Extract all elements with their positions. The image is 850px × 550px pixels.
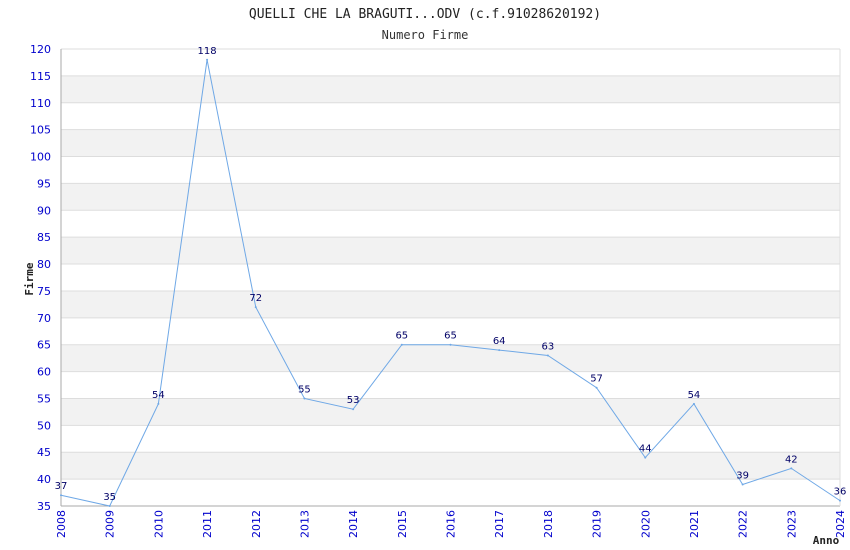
x-tick-label: 2014 bbox=[347, 510, 360, 538]
data-point bbox=[839, 499, 841, 502]
grid-band bbox=[61, 237, 840, 265]
x-tick-label: 2020 bbox=[639, 510, 652, 538]
y-tick-label: 40 bbox=[37, 473, 51, 486]
chart-title: QUELLI CHE LA BRAGUTI...ODV (c.f.9102862… bbox=[249, 7, 601, 22]
x-tick-label: 2008 bbox=[55, 510, 68, 538]
y-tick-label: 80 bbox=[37, 258, 51, 271]
data-label: 55 bbox=[298, 384, 311, 395]
y-tick-label: 100 bbox=[30, 151, 51, 164]
y-axis-ticks: 35 40 45 50 55 60 65 70 75 80 85 90 95 100 105 110 115 12… bbox=[30, 43, 51, 513]
x-tick-label: 2010 bbox=[152, 510, 165, 538]
x-tick-label: 2017 bbox=[493, 510, 506, 538]
y-tick-label: 45 bbox=[37, 446, 51, 459]
x-tick-label: 2019 bbox=[591, 510, 604, 538]
x-tick-label: 2015 bbox=[396, 510, 409, 538]
data-label: 64 bbox=[493, 336, 506, 347]
background-bands bbox=[61, 75, 840, 480]
data-point bbox=[498, 349, 501, 352]
data-label: 44 bbox=[639, 444, 652, 455]
y-tick-label: 65 bbox=[37, 339, 51, 352]
y-tick-label: 95 bbox=[37, 177, 51, 190]
y-tick-label: 120 bbox=[30, 43, 51, 56]
x-tick-label: 2012 bbox=[250, 510, 263, 538]
y-tick-label: 50 bbox=[37, 419, 51, 432]
data-label: 39 bbox=[736, 470, 749, 481]
data-label: 65 bbox=[395, 331, 408, 342]
x-tick-label: 2016 bbox=[445, 510, 458, 538]
y-tick-label: 75 bbox=[37, 285, 51, 298]
data-label: 57 bbox=[590, 374, 603, 385]
data-point bbox=[254, 306, 257, 309]
x-tick-label: 2011 bbox=[201, 510, 214, 538]
data-point bbox=[60, 494, 62, 497]
data-point bbox=[400, 343, 403, 346]
y-axis-title: Firme bbox=[23, 262, 36, 295]
y-tick-label: 105 bbox=[30, 124, 51, 137]
data-label: 42 bbox=[785, 454, 798, 465]
data-point bbox=[352, 408, 355, 411]
y-tick-label: 55 bbox=[37, 392, 51, 405]
x-tick-label: 2023 bbox=[785, 510, 798, 538]
y-tick-label: 85 bbox=[37, 231, 51, 244]
chart-subtitle: Numero Firme bbox=[382, 28, 469, 42]
data-point bbox=[303, 397, 306, 400]
data-label: 54 bbox=[152, 390, 165, 401]
y-tick-label: 90 bbox=[37, 204, 51, 217]
y-tick-label: 115 bbox=[30, 70, 51, 83]
x-tick-label: 2024 bbox=[834, 510, 847, 538]
y-tick-label: 35 bbox=[37, 500, 51, 513]
grid-band bbox=[61, 129, 840, 157]
data-point bbox=[546, 354, 549, 357]
y-tick-label: 60 bbox=[37, 366, 51, 379]
data-point bbox=[157, 402, 160, 405]
data-label: 63 bbox=[542, 341, 555, 352]
data-label: 65 bbox=[444, 331, 457, 342]
data-label: 37 bbox=[55, 481, 68, 492]
grid-band bbox=[61, 398, 840, 426]
data-label: 36 bbox=[834, 487, 847, 498]
y-tick-label: 70 bbox=[37, 312, 51, 325]
data-point bbox=[449, 343, 452, 346]
data-label: 35 bbox=[103, 492, 116, 503]
series-group bbox=[60, 58, 841, 507]
data-point bbox=[790, 467, 793, 470]
data-label: 72 bbox=[249, 293, 262, 304]
x-tick-label: 2009 bbox=[104, 510, 117, 538]
x-tick-label: 2022 bbox=[737, 510, 750, 538]
grid-band bbox=[61, 290, 840, 318]
grid-band bbox=[61, 75, 840, 103]
axes bbox=[60, 49, 841, 507]
data-point bbox=[595, 386, 598, 389]
data-label: 118 bbox=[198, 46, 217, 57]
gridlines bbox=[61, 48, 840, 507]
x-axis-ticks: 2008 2009 2010 2011 2012 2013 2014 2015 2016 2017… bbox=[55, 510, 847, 538]
grid-band bbox=[61, 183, 840, 211]
data-point bbox=[741, 483, 744, 486]
x-tick-label: 2018 bbox=[542, 510, 555, 538]
x-axis-title: Anno bbox=[813, 534, 840, 547]
series-line bbox=[60, 59, 841, 507]
data-point bbox=[692, 402, 695, 405]
y-tick-label: 110 bbox=[30, 97, 51, 110]
grid-band bbox=[61, 344, 840, 372]
grid-band bbox=[61, 452, 840, 480]
data-label: 54 bbox=[688, 390, 701, 401]
data-point bbox=[108, 505, 111, 507]
data-point bbox=[206, 58, 209, 61]
x-tick-label: 2013 bbox=[298, 510, 311, 538]
data-labels: 37 35 54 118 72 55 53 65 65 64 63 57 44 54 39 42 36 bbox=[55, 46, 847, 503]
x-tick-label: 2021 bbox=[688, 510, 701, 538]
data-point bbox=[644, 456, 647, 459]
data-label: 53 bbox=[347, 395, 360, 406]
